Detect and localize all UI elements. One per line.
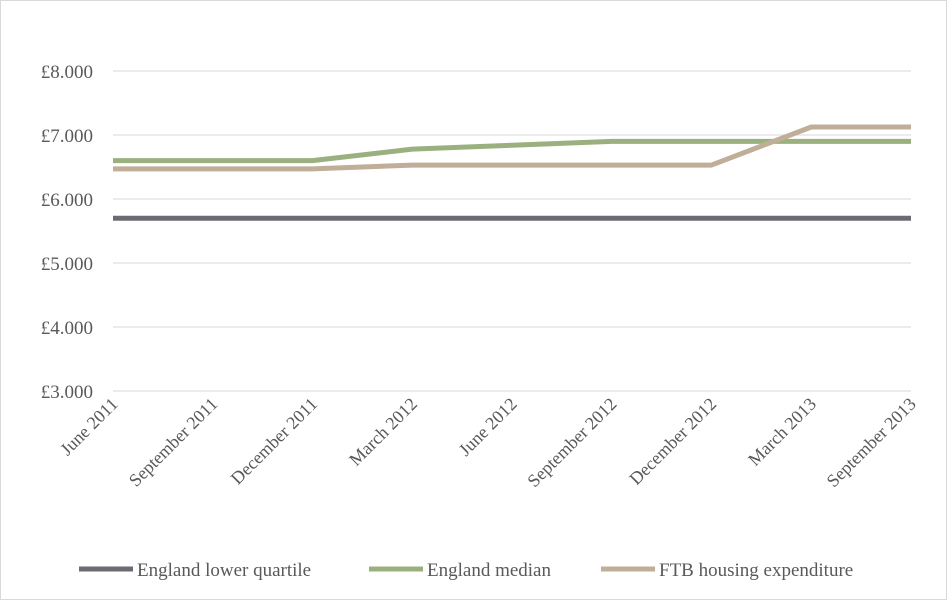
- legend: England lower quartile England median FTB …: [79, 560, 853, 581]
- y-tick-label: £3.000: [41, 382, 93, 403]
- series-line-3: [113, 124, 911, 172]
- legend-label-1: England lower quartile: [137, 560, 311, 581]
- x-tick-label: June 2012: [455, 394, 521, 460]
- x-tick-label: March 2012: [345, 394, 421, 470]
- x-tick-label: December 2011: [227, 394, 322, 489]
- y-tick-label: £5.000: [41, 254, 93, 275]
- x-tick-label: September 2011: [125, 394, 222, 491]
- x-tick-label: March 2013: [744, 394, 820, 470]
- x-tick-label: December 2012: [625, 394, 720, 489]
- x-tick-label: June 2011: [56, 394, 122, 460]
- y-tick-label: £8.000: [41, 62, 93, 83]
- gridlines: [113, 70, 911, 392]
- y-tick-label: £4.000: [41, 318, 93, 339]
- legend-label-3: FTB housing expenditure: [659, 560, 853, 581]
- x-axis-ticks: June 2011 September 2011 December 2011 Marc…: [56, 394, 920, 491]
- x-tick-label: September 2012: [523, 394, 620, 491]
- legend-label-2: England median: [427, 560, 551, 581]
- series-lines: [113, 124, 911, 221]
- y-axis-ticks: £3.000 £4.000 £5.000 £6.000 £7.000 £8.000: [41, 62, 93, 403]
- x-tick-label: September 2013: [823, 394, 920, 491]
- y-tick-label: £6.000: [41, 190, 93, 211]
- y-tick-label: £7.000: [41, 126, 93, 147]
- series-line-2: [113, 138, 911, 164]
